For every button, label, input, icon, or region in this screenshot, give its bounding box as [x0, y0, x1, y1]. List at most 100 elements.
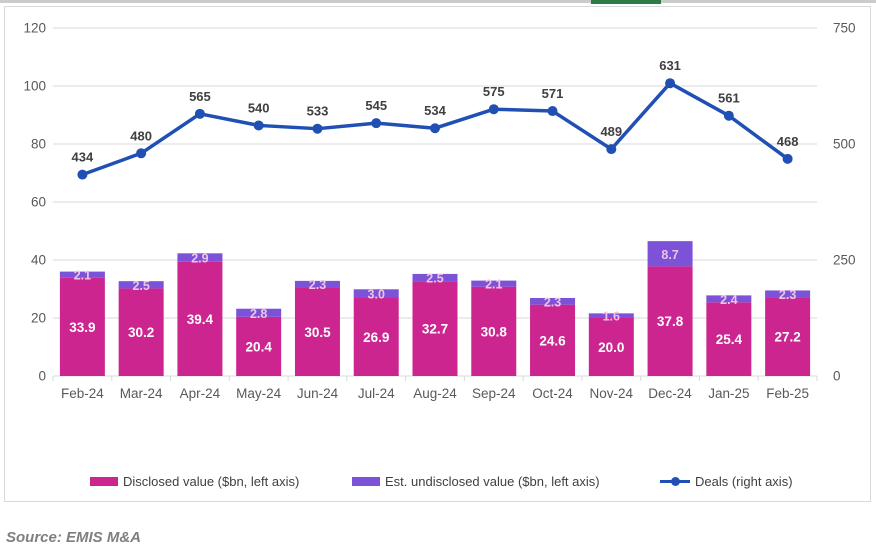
bar-undisclosed: [530, 297, 576, 305]
source-note: Source: EMIS M&A: [6, 529, 142, 546]
deals-data-label: 534: [424, 103, 446, 118]
right-axis-tick-label: 750: [833, 21, 856, 36]
bar-undisclosed: [588, 313, 634, 318]
legend-item[interactable]: Deals (right axis): [660, 471, 793, 491]
legend-swatch-undisclosed: [352, 476, 380, 486]
bar-undisclosed: [294, 280, 340, 288]
deals-data-label: 533: [307, 104, 329, 119]
deals-line-marker: [723, 110, 734, 121]
deals-line-marker: [253, 120, 264, 131]
bar-disclosed: [294, 287, 340, 376]
x-axis-category-label: Aug-24: [413, 386, 457, 401]
deals-data-label: 540: [248, 100, 270, 115]
deals-data-label: 561: [718, 91, 740, 106]
chart-card: 0 20 40 60 80 100 120 0 250 500 750 Feb-24 Mar-24 Apr…: [4, 6, 871, 502]
bar-disclosed-label: 30.2: [128, 325, 154, 340]
deals-line-marker: [782, 153, 793, 164]
deals-data-label: 565: [189, 89, 211, 104]
bar-disclosed-label: 20.4: [246, 339, 273, 354]
right-axis-tick-label: 250: [833, 253, 856, 268]
x-axis-category-label: Feb-25: [766, 386, 809, 401]
top-strip-decoration: [0, 0, 876, 3]
bar-undisclosed-label: 2.1: [74, 269, 91, 283]
bar-disclosed-label: 37.8: [657, 314, 684, 329]
legend-item[interactable]: Est. undisclosed value ($bn, left axis): [352, 471, 600, 491]
x-axis-category-label: Apr-24: [180, 386, 221, 401]
bar-undisclosed: [353, 289, 399, 298]
bar-disclosed-label: 26.9: [363, 330, 389, 345]
legend-swatch-disclosed: [90, 476, 118, 486]
bar-disclosed-label: 27.2: [774, 330, 800, 345]
x-axis-category-label: Dec-24: [648, 386, 692, 401]
deals-data-label: 575: [483, 84, 505, 99]
left-axis-tick-label: 0: [38, 369, 46, 384]
legend-label: Deals (right axis): [695, 473, 793, 489]
bar-disclosed: [706, 302, 752, 376]
bar-undisclosed: [59, 271, 105, 278]
bar-undisclosed-label: 3.0: [368, 288, 385, 302]
bar-disclosed: [177, 261, 223, 376]
bar-undisclosed: [647, 241, 693, 267]
deals-data-label: 489: [600, 124, 622, 139]
bar-undisclosed-label: 2.4: [720, 293, 737, 307]
bar-undisclosed: [177, 253, 223, 262]
bar-disclosed-label: 30.5: [304, 325, 331, 340]
deals-line-marker: [488, 104, 499, 115]
deals-line-marker: [194, 108, 205, 119]
deals-line-marker: [312, 123, 323, 134]
bar-disclosed-label: 30.8: [481, 324, 508, 339]
x-axis-category-label: May-24: [236, 386, 282, 401]
chart-legend: Disclosed value ($bn, left axis) Est. und…: [5, 471, 870, 491]
bar-disclosed: [59, 277, 105, 376]
x-axis-category-label: Jun-24: [297, 386, 339, 401]
left-axis-tick-label: 40: [31, 253, 46, 268]
bar-disclosed-label: 24.6: [539, 333, 566, 348]
bar-disclosed: [118, 288, 164, 376]
x-axis-category-label: Feb-24: [61, 386, 104, 401]
x-axis-category-label: Mar-24: [120, 386, 163, 401]
legend-swatch-deals-line: [660, 476, 690, 486]
bar-undisclosed-label: 2.3: [544, 295, 561, 309]
bar-disclosed: [765, 297, 811, 376]
bar-disclosed: [471, 286, 517, 376]
legend-label: Est. undisclosed value ($bn, left axis): [385, 473, 600, 489]
bar-disclosed-label: 39.4: [187, 312, 214, 327]
bar-undisclosed-label: 2.5: [132, 279, 149, 293]
bar-undisclosed-label: 2.3: [779, 288, 796, 302]
deals-line-marker: [547, 106, 558, 117]
deals-data-label: 545: [365, 98, 387, 113]
legend-item[interactable]: Disclosed value ($bn, left axis): [90, 471, 299, 491]
bar-undisclosed-label: 2.3: [309, 278, 326, 292]
bar-undisclosed: [765, 290, 811, 298]
deals-line-marker: [430, 123, 440, 134]
right-axis-tick-label: 0: [833, 369, 841, 384]
bar-undisclosed-label: 2.1: [485, 278, 502, 292]
deals-data-label: 571: [542, 86, 564, 101]
bar-disclosed-label: 32.7: [422, 322, 448, 337]
x-axis-category-label: Sep-24: [472, 386, 516, 401]
left-axis-tick-label: 20: [31, 311, 46, 326]
x-axis-category-label: Nov-24: [590, 386, 634, 401]
deals-line-marker: [606, 144, 617, 155]
bar-disclosed-label: 20.0: [598, 340, 624, 355]
bar-disclosed: [647, 266, 693, 376]
deals-data-label: 468: [777, 134, 799, 149]
bar-undisclosed: [412, 273, 458, 282]
bar-disclosed-label: 25.4: [716, 332, 743, 347]
deals-line-marker: [371, 118, 382, 129]
bar-undisclosed: [118, 281, 164, 289]
green-accent-bar: [591, 0, 661, 4]
right-axis-tick-label: 500: [833, 137, 856, 152]
x-axis-category-label: Oct-24: [532, 386, 573, 401]
deals-line-marker: [136, 148, 147, 159]
bar-disclosed: [353, 297, 399, 376]
bar-disclosed: [412, 281, 458, 376]
bar-undisclosed-label: 1.6: [603, 310, 620, 324]
deals-line-marker: [77, 169, 88, 180]
x-axis-category-label: Jul-24: [358, 386, 395, 401]
combo-chart: 0 20 40 60 80 100 120 0 250 500 750 Feb-24 Mar-24 Apr…: [23, 21, 856, 402]
deals-data-label: 480: [130, 128, 152, 143]
bar-disclosed-label: 33.9: [69, 320, 95, 335]
deals-data-label: 631: [659, 58, 681, 73]
